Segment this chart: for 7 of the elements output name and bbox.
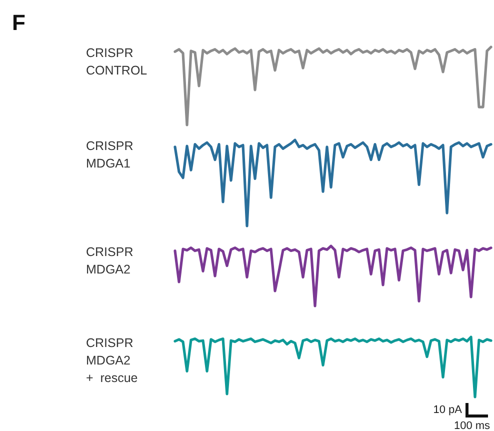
text: 10 pA <box>433 404 463 416</box>
text: CRISPR MDGA2 + rescue <box>86 336 138 385</box>
text: F <box>12 10 26 35</box>
text: 100 ms <box>454 420 491 431</box>
text: CRISPR CONTROL <box>86 46 148 78</box>
text: CRISPR MDGA2 <box>86 245 134 276</box>
text: CRISPR MDGA1 <box>86 139 134 170</box>
